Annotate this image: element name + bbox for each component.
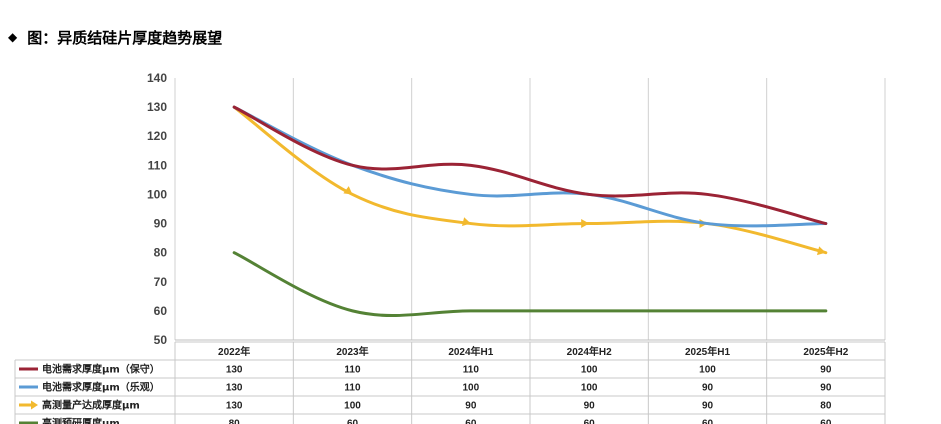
data-cell: 90 [584,401,596,412]
category-label: 2024年H1 [448,345,493,358]
data-cell: 100 [581,383,598,394]
arrow-marker-icon [343,186,353,195]
data-cell: 100 [581,365,598,376]
chart-grid [174,78,886,341]
data-cell: 100 [699,365,716,376]
data-cell: 80 [820,401,832,412]
data-cell: 110 [344,383,361,394]
category-label: 2025年H2 [803,345,848,358]
data-cell: 60 [820,419,832,424]
y-tick-label: 90 [154,217,168,231]
category-label: 2023年 [336,345,368,358]
data-cell: 60 [465,419,477,424]
y-tick-label: 100 [147,187,167,201]
arrow-marker-icon [816,246,826,256]
y-tick-label: 110 [148,158,168,172]
arrow-marker-icon [581,219,590,229]
data-cell: 90 [702,401,714,412]
diamond-bullet-icon: ◆ [8,30,18,44]
y-tick-label: 50 [154,333,168,347]
category-label: 2025年H1 [685,345,730,358]
data-cell: 60 [347,419,359,424]
y-tick-label: 60 [154,304,168,318]
data-cell: 60 [584,419,596,424]
data-cell: 110 [344,365,361,376]
category-label: 2022年 [218,345,250,358]
data-cell: 100 [462,383,479,394]
data-table: 2022年 2023年 2024年H1 2024年H2 2025年H1 2025年H2 电池… [14,341,886,424]
data-cell: 90 [702,383,714,394]
y-tick-label: 70 [154,275,168,289]
legend-arrow-icon [31,400,38,410]
data-cell: 90 [820,383,832,394]
arrow-marker-icon [461,217,471,227]
figure-heading: ◆ 图：异质结硅片厚度趋势展望 [8,26,222,48]
data-cell: 130 [226,401,243,412]
data-cell: 110 [463,365,480,376]
y-tick-label: 120 [147,129,167,143]
data-cell: 130 [226,383,243,394]
data-cell: 60 [702,419,714,424]
y-tick-label: 140 [147,71,167,85]
y-tick-label: 80 [154,246,168,260]
data-cell: 130 [226,365,243,376]
category-label: 2024年H2 [567,345,612,358]
y-tick-label: 130 [147,100,167,114]
data-cell: 90 [465,401,477,412]
data-cell: 90 [820,365,832,376]
series-name-label: 电池需求厚度μm（乐观） [42,381,160,394]
series-name-label: 电池需求厚度μm（保守） [42,363,160,376]
series-name-label: 高测预研厚度μm [42,417,120,424]
series-name-label: 高测量产达成厚度μm [42,399,140,412]
series-lines [232,105,828,318]
data-cell: 80 [229,419,241,424]
figure-title: 图：异质结硅片厚度趋势展望 [27,28,223,47]
series-line [232,251,828,318]
data-cell: 100 [344,401,361,412]
series-line [232,105,828,226]
series-line [232,105,828,228]
y-axis: 50 60 70 80 90 100 110 120 130 140 [147,71,167,347]
